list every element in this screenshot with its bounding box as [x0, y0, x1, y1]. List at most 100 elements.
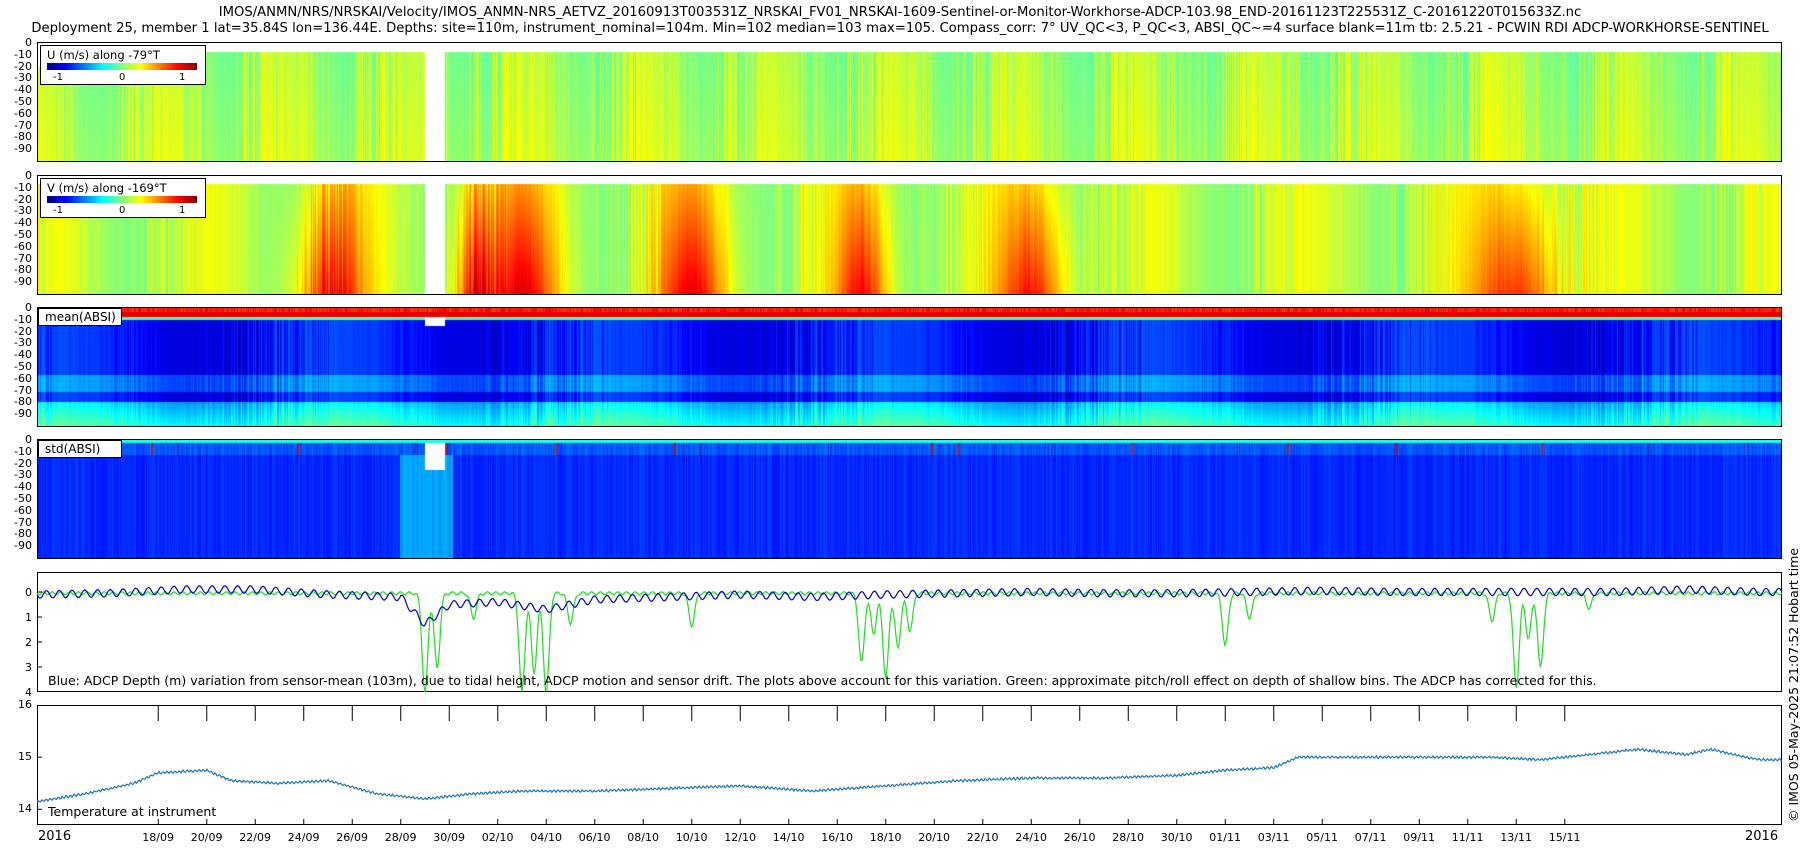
depth-variation-tick-label: 3: [25, 661, 32, 674]
v-velocity-heatmap: [38, 176, 1781, 294]
depth-tick-label: -40: [14, 83, 32, 97]
depth-tick-label: -80: [14, 263, 32, 277]
x-tick-label: 10/10: [675, 831, 708, 844]
depth-variation-tick-label: 2: [25, 636, 32, 649]
depth-tick-label: -60: [14, 106, 32, 120]
x-tick-label: 05/11: [1306, 831, 1338, 844]
year-label-left: 2016: [38, 829, 72, 844]
x-tick-label: 30/09: [433, 831, 465, 844]
depth-plot-frame: [37, 572, 1782, 692]
x-tick-label: 28/10: [1112, 831, 1144, 844]
temperature-series: [37, 747, 1782, 803]
v-colorbar-legend: V (m/s) along -169°T -1 0 1: [40, 178, 206, 218]
depth-tick-label: -10: [14, 47, 32, 61]
u-velocity-panel: U (m/s) along -79°T -1 0 1: [37, 42, 1782, 162]
x-tick-label: 08/10: [627, 831, 659, 844]
u-legend-title: U (m/s) along -79°T: [47, 48, 160, 62]
x-tick-label: 13/11: [1500, 831, 1532, 844]
depth-annotation: Blue: ADCP Depth (m) variation from sens…: [48, 673, 1597, 688]
depth-tick-label: -90: [14, 142, 32, 156]
mean-absi-label: mean(ABSI): [38, 308, 122, 326]
depth-tick-label: -20: [14, 456, 32, 470]
depth-tick-label: -10: [14, 444, 32, 458]
depth-variation-tick-label: 0: [25, 586, 32, 599]
x-tick-label: 01/11: [1209, 831, 1241, 844]
depth-tick-label: -30: [14, 468, 32, 482]
x-tick-label: 24/10: [1015, 831, 1047, 844]
x-tick-label: 15/11: [1548, 831, 1581, 844]
depth-tick-label: -60: [14, 503, 32, 517]
copyright-timestamp-label: © IMOS 05-May-2025 21:07:52 Hobart time: [1786, 547, 1800, 822]
x-tick-label: 30/10: [1160, 831, 1193, 844]
x-tick-label: 07/11: [1354, 831, 1387, 844]
u-cbar-tick-neg: -1: [53, 72, 63, 83]
x-tick-label: 02/10: [481, 831, 514, 844]
v-cbar-tick-pos: 1: [179, 205, 186, 216]
depth-tick-label: -20: [14, 192, 32, 206]
depth-tick-label: -40: [14, 348, 32, 362]
v-cbar-tick-zero: 0: [119, 205, 126, 216]
x-tick-label: 03/11: [1257, 831, 1290, 844]
v-colorbar: [47, 196, 197, 203]
x-tick-label: 26/10: [1063, 831, 1096, 844]
x-tick-label: 20/10: [918, 831, 950, 844]
depth-tick-label: -80: [14, 527, 32, 541]
depth-tick-label: -70: [14, 118, 32, 132]
depth-tick-label: -90: [14, 539, 32, 553]
u-cbar-tick-zero: 0: [119, 72, 126, 83]
x-tick-label: 12/10: [724, 831, 756, 844]
depth-variation-plot: [37, 572, 1782, 692]
depth-tick-label: 0: [25, 36, 32, 49]
temperature-tick-label: 14: [18, 802, 32, 816]
depth-tick-label: -50: [14, 360, 32, 373]
x-tick-label: 06/10: [578, 831, 611, 844]
x-tick-label: 22/09: [239, 831, 271, 844]
depth-tick-label: -80: [14, 395, 32, 409]
u-velocity-heatmap: [38, 43, 1781, 161]
depth-tick-label: 0: [25, 169, 32, 182]
depth-tick-label: -70: [14, 515, 32, 529]
depth-tick-label: -20: [14, 324, 32, 338]
depth-tick-label: -70: [14, 383, 32, 397]
depth-tick-label: -50: [14, 228, 32, 241]
pitch-roll-series: [37, 591, 1782, 692]
depth-tick-label: -30: [14, 71, 32, 85]
x-tick-label: 18/09: [142, 831, 174, 844]
u-colorbar: [47, 63, 197, 70]
v-cbar-tick-neg: -1: [53, 205, 63, 216]
temperature-tick-label: 16: [18, 698, 32, 711]
file-title: IMOS/ANMN/NRS/NRSKAI/Velocity/IMOS_ANMN-…: [218, 5, 1582, 20]
x-tick-label: 18/10: [869, 831, 902, 844]
x-tick-label: 24/09: [287, 831, 320, 844]
x-tick-label: 16/10: [821, 831, 853, 844]
depth-tick-label: -90: [14, 407, 32, 421]
depth-tick-label: -90: [14, 275, 32, 289]
depth-tick-label: -70: [14, 251, 32, 265]
mean-absi-heatmap: [38, 308, 1781, 426]
depth-tick-label: -60: [14, 371, 32, 385]
depth-tick-label: 0: [25, 301, 32, 314]
depth-tick-label: -40: [14, 480, 32, 494]
x-tick-label: 26/09: [336, 831, 368, 844]
std-absi-label: std(ABSI): [38, 440, 122, 458]
depth-variation-tick-label: 1: [25, 611, 32, 624]
temperature-annotation: Temperature at instrument: [48, 804, 217, 819]
depth-tick-label: 0: [25, 433, 32, 446]
depth-tick-label: -50: [14, 492, 32, 505]
temperature-tick-label: 15: [18, 750, 32, 764]
x-tick-label: 04/10: [530, 831, 562, 844]
x-tick-label: 09/11: [1403, 831, 1435, 844]
depth-tick-label: -10: [14, 312, 32, 326]
mean-absi-panel: mean(ABSI): [37, 307, 1782, 427]
depth-tick-label: -60: [14, 239, 32, 253]
u-cbar-tick-pos: 1: [179, 72, 186, 83]
temperature-plot: [37, 705, 1782, 825]
x-tick-label: 14/10: [772, 831, 805, 844]
year-label-right: 2016: [1745, 829, 1779, 844]
depth-tick-label: -20: [14, 59, 32, 73]
u-colorbar-legend: U (m/s) along -79°T -1 0 1: [40, 45, 206, 85]
temperature-plot-frame: [37, 705, 1782, 825]
x-tick-label: 20/09: [190, 831, 223, 844]
x-tick-label: 28/09: [384, 831, 417, 844]
depth-tick-label: -50: [14, 95, 32, 108]
